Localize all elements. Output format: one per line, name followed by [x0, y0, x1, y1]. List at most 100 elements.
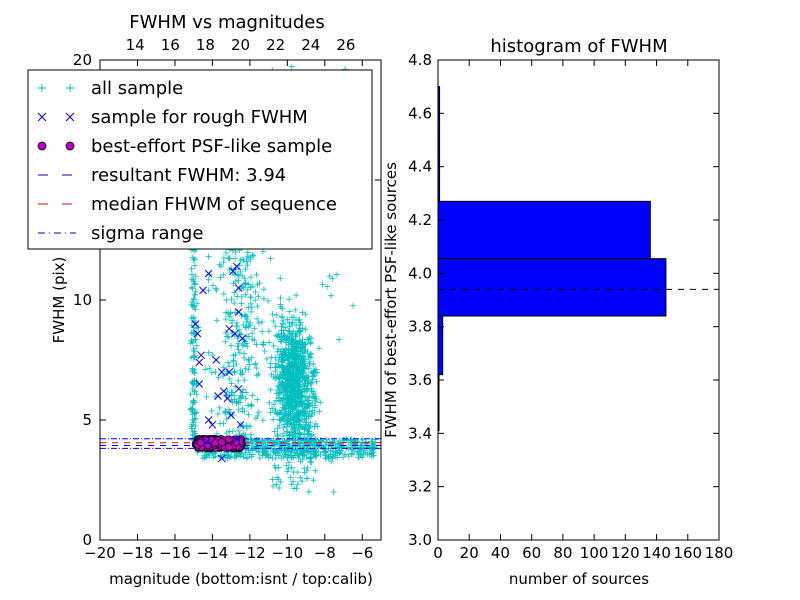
rough-fwhm-point: [219, 387, 228, 396]
all-sample-point: [230, 358, 237, 365]
all-sample-point: [284, 468, 291, 475]
rough-fwhm-point: [234, 284, 243, 292]
all-sample-point: [242, 324, 249, 331]
all-sample-point: [228, 296, 235, 303]
all-sample-point: [284, 452, 291, 459]
all-sample-point: [245, 356, 252, 363]
all-sample-point: [260, 286, 267, 293]
all-sample-point: [248, 453, 255, 460]
y-tick-label: 4.2: [408, 211, 432, 229]
all-sample-point: [261, 348, 268, 355]
all-sample-point: [191, 262, 198, 269]
all-sample-point: [234, 309, 241, 316]
all-sample-point: [312, 390, 319, 397]
all-sample-point: [205, 287, 212, 294]
all-sample-point: [284, 316, 291, 323]
rough-fwhm-point: [232, 435, 241, 444]
all-sample-point: [191, 302, 198, 309]
histogram-bar: [437, 315, 444, 376]
all-sample-point: [308, 350, 315, 357]
rough-fwhm-point: [208, 420, 217, 429]
legend-label: best-effort PSF-like sample: [91, 136, 332, 157]
all-sample-point: [287, 408, 294, 415]
all-sample-point: [285, 417, 292, 424]
all-sample-point: [243, 318, 250, 325]
rough-fwhm-point: [223, 394, 232, 403]
all-sample-point: [190, 345, 197, 352]
all-sample-point: [239, 341, 246, 348]
all-sample-point: [294, 351, 301, 358]
all-sample-point: [296, 338, 303, 345]
all-sample-point: [251, 325, 258, 332]
all-sample-point: [259, 248, 266, 255]
y-tick-label: 3.0: [408, 531, 432, 549]
all-sample-point: [293, 292, 300, 299]
all-sample-point: [322, 449, 329, 456]
all-sample-point: [252, 297, 259, 304]
all-sample-point: [333, 271, 340, 278]
all-sample-point: [237, 367, 244, 374]
all-sample-point: [287, 429, 294, 436]
all-sample-point: [260, 448, 267, 455]
all-sample-point: [272, 368, 279, 375]
all-sample-point: [271, 447, 278, 454]
all-sample-point: [296, 367, 303, 374]
all-sample-point: [229, 428, 236, 435]
all-sample-point: [286, 371, 293, 378]
all-sample-point: [299, 416, 306, 423]
all-sample-point: [189, 428, 196, 435]
all-sample-point: [308, 379, 315, 386]
all-sample-point: [336, 440, 343, 447]
all-sample-point: [188, 354, 195, 361]
all-sample-point: [304, 386, 311, 393]
all-sample-point: [293, 485, 300, 492]
all-sample-point: [290, 384, 297, 391]
all-sample-point: [222, 410, 229, 417]
all-sample-point: [312, 467, 319, 474]
all-sample-point: [220, 259, 227, 266]
x-tick-label: 40: [491, 544, 510, 562]
all-sample-point: [267, 452, 274, 459]
rough-fwhm-point: [227, 411, 235, 420]
all-sample-point: [284, 396, 291, 403]
all-sample-point: [303, 385, 310, 392]
all-sample-point: [278, 381, 285, 388]
all-sample-point: [229, 399, 236, 406]
all-sample-point: [240, 386, 247, 393]
legend-entry: sample for rough FWHM: [37, 107, 308, 128]
all-sample-point: [271, 409, 278, 416]
all-sample-point: [265, 328, 272, 335]
all-sample-point: [288, 374, 295, 381]
all-sample-point: [242, 365, 249, 372]
all-sample-point: [274, 348, 281, 355]
y-tick-label: 3.8: [408, 318, 432, 336]
top-x-tick-label: 24: [301, 36, 320, 54]
all-sample-point: [208, 407, 215, 414]
all-sample-point: [239, 371, 246, 378]
all-sample-point: [343, 444, 350, 451]
legend-label: all sample: [91, 78, 183, 99]
all-sample-point: [266, 399, 273, 406]
all-sample-point: [311, 395, 318, 402]
all-sample-point: [331, 452, 338, 459]
all-sample-point: [190, 277, 197, 284]
all-sample-point: [237, 268, 244, 275]
y-tick-label: 20: [73, 51, 92, 69]
legend-x-marker: [37, 112, 47, 122]
rough-fwhm-point: [202, 437, 211, 446]
all-sample-point: [299, 478, 306, 485]
top-x-tick-label: 22: [266, 36, 285, 54]
rough-fwhm-point: [193, 329, 202, 338]
all-sample-point: [189, 285, 196, 292]
all-sample-point: [244, 343, 251, 350]
all-sample-point: [235, 277, 242, 284]
all-sample-point: [267, 386, 274, 393]
all-sample-point: [305, 400, 312, 407]
all-sample-point: [313, 396, 320, 403]
all-sample-point: [286, 384, 293, 391]
rough-fwhm-point: [234, 384, 243, 393]
all-sample-point: [294, 446, 301, 453]
all-sample-point: [300, 436, 307, 443]
all-sample-point: [225, 406, 232, 413]
all-sample-point: [326, 273, 333, 280]
